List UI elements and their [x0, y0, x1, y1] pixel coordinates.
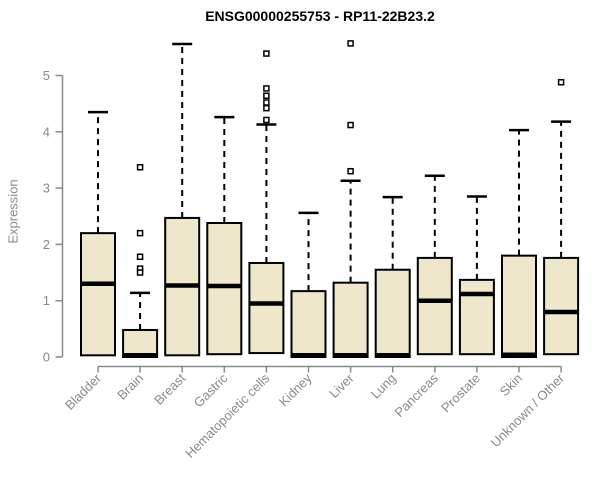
chart-title: ENSG00000255753 - RP11-22B23.2 — [205, 8, 435, 24]
y-tick-label: 3 — [43, 181, 50, 196]
x-tick-label: Bladder — [62, 370, 105, 413]
outlier-point — [347, 167, 354, 175]
box-bladder — [80, 232, 116, 357]
outlier-point — [263, 50, 270, 57]
outlier-point — [557, 79, 565, 86]
box-gastric — [206, 222, 243, 356]
outlier-point — [263, 85, 270, 92]
x-tick-label: Unknown / Other — [488, 370, 568, 450]
y-tick-label: 5 — [43, 68, 50, 83]
box-prostate — [458, 278, 495, 356]
outlier-point — [263, 104, 270, 112]
box-liver — [332, 281, 369, 358]
x-tick-label: Breast — [151, 370, 188, 407]
outlier-point — [263, 116, 270, 124]
x-tick-label: Prostate — [438, 371, 483, 416]
x-tick-label: Gastric — [191, 370, 231, 410]
outlier-point — [347, 40, 354, 47]
outlier-point — [136, 164, 144, 171]
y-tick-label: 0 — [43, 350, 50, 365]
box-brain — [122, 328, 159, 359]
y-tick-label: 4 — [43, 124, 50, 139]
x-tick-label: Skin — [497, 371, 525, 399]
outlier-point — [136, 229, 144, 237]
y-tick-label: 1 — [43, 293, 50, 308]
outlier-point — [347, 121, 354, 129]
outlier-point — [136, 253, 144, 261]
y-tick-label: 2 — [43, 237, 50, 252]
box-pancreas — [416, 256, 453, 356]
box-hematopoietic-cells — [248, 261, 285, 355]
box-skin — [501, 254, 537, 358]
outlier-point — [263, 99, 270, 106]
x-tick-label: Liver — [326, 370, 357, 401]
x-tick-label: Pancreas — [391, 370, 441, 420]
box-kidney — [290, 290, 327, 358]
box-unknown-other — [543, 256, 580, 356]
outlier-point — [263, 92, 270, 100]
x-tick-label: Brain — [114, 371, 146, 403]
box-lung — [374, 268, 411, 358]
outlier-point — [136, 269, 144, 276]
x-tick-label: Lung — [368, 371, 399, 402]
x-tick-label: Kidney — [276, 370, 315, 409]
